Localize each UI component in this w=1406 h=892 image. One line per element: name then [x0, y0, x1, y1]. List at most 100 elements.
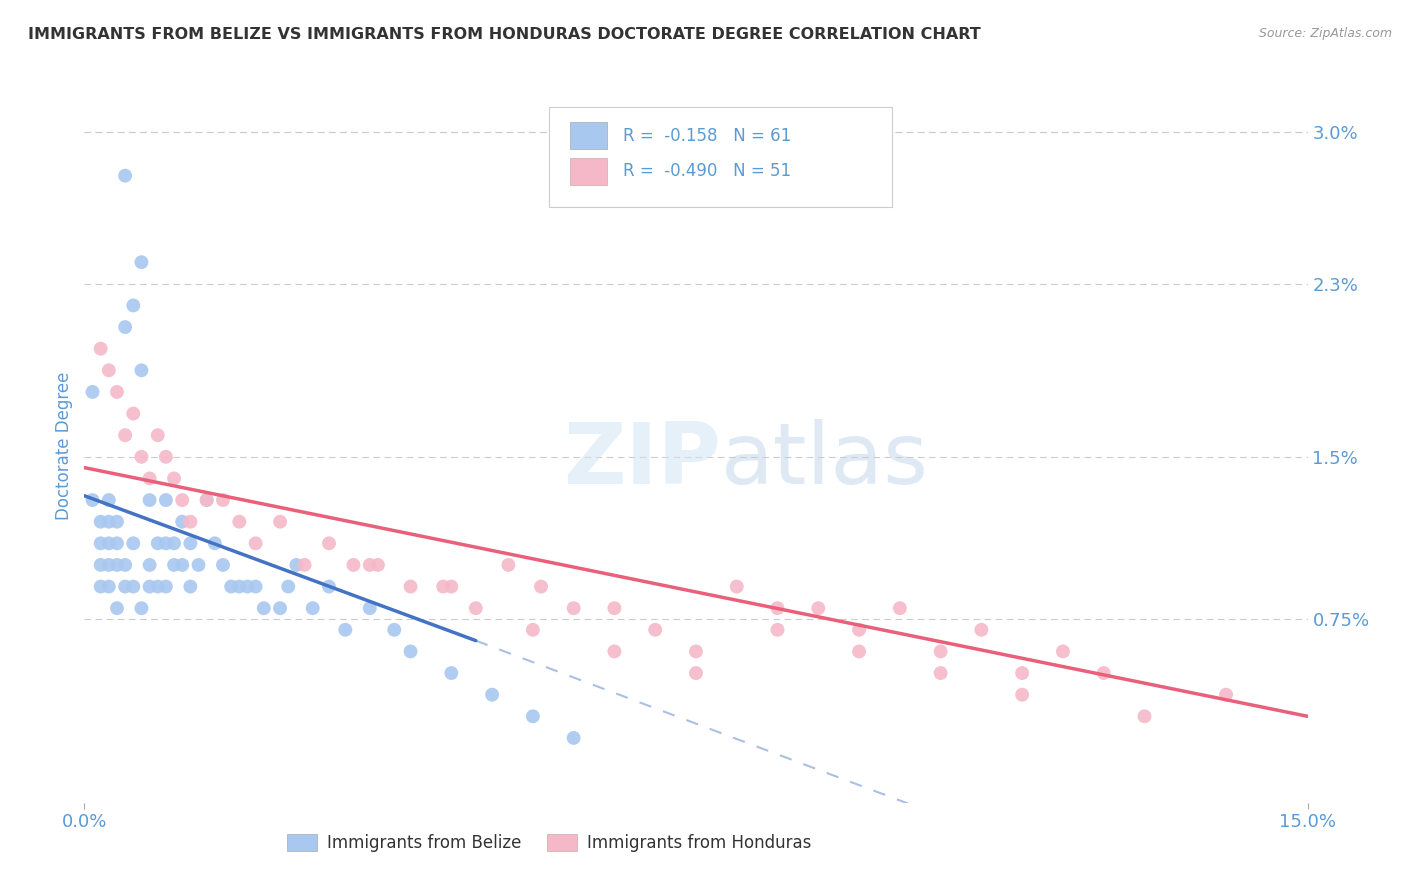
Point: [245, 580, 267, 594]
Point: [114, 320, 136, 334]
Point: [1092, 666, 1115, 681]
Point: [105, 536, 128, 550]
Text: Source: ZipAtlas.com: Source: ZipAtlas.com: [1258, 27, 1392, 40]
Point: [236, 580, 259, 594]
Point: [212, 558, 235, 572]
Point: [155, 493, 177, 508]
Point: [440, 666, 463, 681]
Point: [97, 580, 120, 594]
Point: [481, 688, 503, 702]
Point: [90, 558, 112, 572]
Point: [807, 601, 830, 615]
Point: [155, 450, 177, 464]
Point: [301, 601, 323, 615]
Point: [90, 342, 112, 356]
Point: [245, 536, 267, 550]
Point: [138, 471, 160, 485]
Point: [97, 493, 120, 508]
Point: [228, 515, 250, 529]
Point: [498, 558, 520, 572]
Point: [335, 623, 357, 637]
Point: [138, 558, 160, 572]
Point: [725, 580, 748, 594]
Point: [285, 558, 308, 572]
Point: [889, 601, 911, 615]
Point: [685, 666, 707, 681]
Point: [685, 644, 707, 658]
Point: [464, 601, 486, 615]
Text: atlas: atlas: [720, 418, 928, 502]
Point: [204, 536, 226, 550]
Point: [122, 298, 145, 312]
Point: [848, 644, 870, 658]
Point: [114, 558, 136, 572]
Point: [179, 515, 201, 529]
Point: [146, 580, 169, 594]
Point: [342, 558, 364, 572]
Point: [163, 536, 186, 550]
Point: [90, 536, 112, 550]
Point: [90, 580, 112, 594]
Point: [1052, 644, 1074, 658]
Point: [138, 580, 160, 594]
Point: [114, 169, 136, 183]
Point: [603, 601, 626, 615]
Point: [90, 515, 112, 529]
Point: [105, 384, 128, 399]
Point: [179, 580, 201, 594]
Point: [219, 580, 242, 594]
Point: [122, 407, 145, 421]
Point: [644, 623, 666, 637]
Point: [382, 623, 405, 637]
FancyBboxPatch shape: [550, 107, 891, 207]
Point: [163, 558, 186, 572]
Point: [131, 450, 153, 464]
Point: [195, 493, 218, 508]
Text: ZIP: ZIP: [562, 418, 720, 502]
Point: [122, 580, 145, 594]
Point: [562, 731, 585, 745]
Point: [359, 558, 381, 572]
Point: [82, 384, 104, 399]
Point: [105, 601, 128, 615]
Point: [97, 515, 120, 529]
FancyBboxPatch shape: [569, 158, 606, 185]
Point: [318, 580, 340, 594]
Point: [195, 493, 218, 508]
Point: [562, 601, 585, 615]
Point: [114, 428, 136, 442]
Point: [131, 255, 153, 269]
Point: [131, 363, 153, 377]
Point: [359, 601, 381, 615]
Point: [367, 558, 389, 572]
Point: [522, 709, 544, 723]
Point: [97, 363, 120, 377]
Y-axis label: Doctorate Degree: Doctorate Degree: [55, 372, 73, 520]
Text: IMMIGRANTS FROM BELIZE VS IMMIGRANTS FROM HONDURAS DOCTORATE DEGREE CORRELATION : IMMIGRANTS FROM BELIZE VS IMMIGRANTS FRO…: [28, 27, 981, 42]
Point: [1011, 666, 1033, 681]
Point: [269, 515, 291, 529]
Point: [848, 623, 870, 637]
Point: [163, 471, 186, 485]
Point: [97, 536, 120, 550]
Text: R =  -0.158   N = 61: R = -0.158 N = 61: [623, 127, 790, 145]
Point: [766, 623, 789, 637]
Point: [105, 558, 128, 572]
Point: [228, 580, 250, 594]
Point: [82, 493, 104, 508]
Point: [277, 580, 299, 594]
Point: [399, 644, 422, 658]
FancyBboxPatch shape: [569, 122, 606, 149]
Point: [253, 601, 276, 615]
Point: [1011, 688, 1033, 702]
Text: R =  -0.490   N = 51: R = -0.490 N = 51: [623, 162, 790, 180]
Point: [131, 601, 153, 615]
Point: [1133, 709, 1156, 723]
Point: [172, 493, 194, 508]
Point: [269, 601, 291, 615]
Point: [212, 493, 235, 508]
Point: [146, 428, 169, 442]
Point: [187, 558, 209, 572]
Legend: Immigrants from Belize, Immigrants from Honduras: Immigrants from Belize, Immigrants from …: [281, 827, 818, 859]
Point: [155, 580, 177, 594]
